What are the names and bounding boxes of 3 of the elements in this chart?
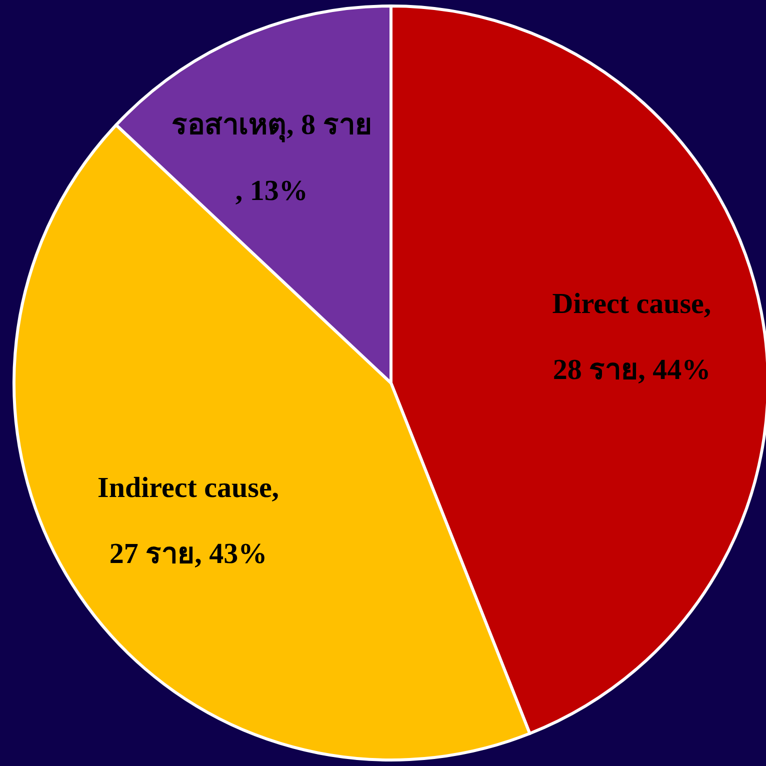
- slice-label: รอสาเหตุ, 8 ราย , 13%: [172, 108, 372, 210]
- slice-label: Direct cause, 28 ราย, 44%: [552, 287, 712, 388]
- slice-label: Indirect cause, 27 ราย, 43%: [98, 470, 280, 572]
